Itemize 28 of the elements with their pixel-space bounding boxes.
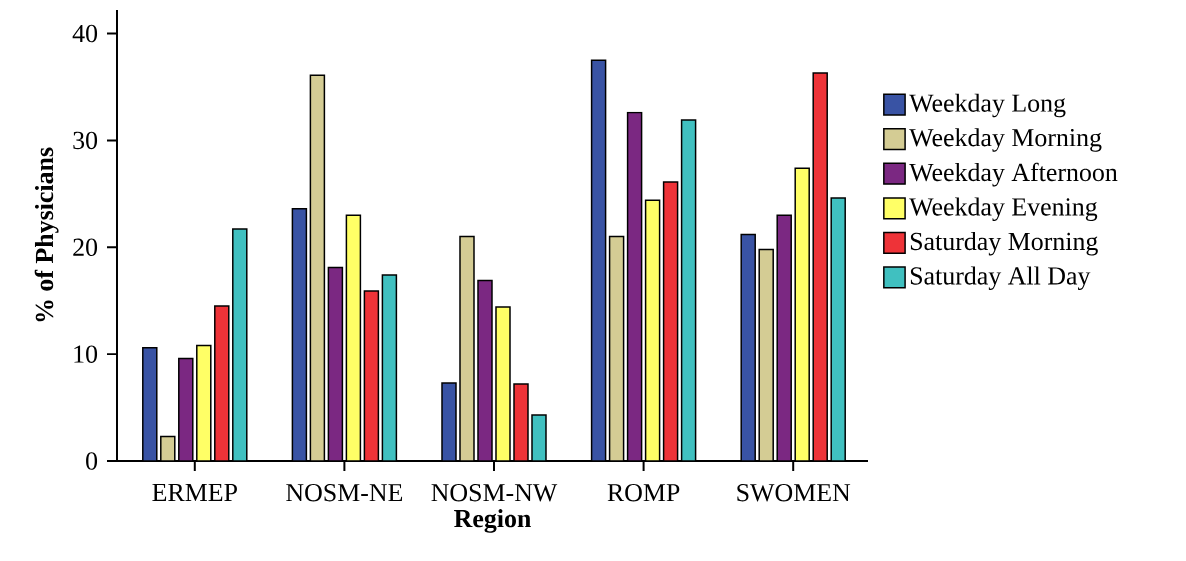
y-tick-label: 20 bbox=[73, 238, 98, 256]
legend-label: Saturday All Day bbox=[910, 266, 1091, 290]
y-tick-label: 30 bbox=[73, 131, 98, 150]
bar bbox=[309, 74, 326, 461]
bar bbox=[291, 208, 308, 461]
bar bbox=[680, 119, 697, 461]
legend-label: Saturday Morning bbox=[910, 231, 1098, 256]
legend-label: Weekday Morning bbox=[909, 128, 1102, 152]
x-axis-title: Region bbox=[454, 509, 531, 533]
legend-label: Weekday Evening bbox=[909, 197, 1098, 221]
x-tick-label: NOSM-NE bbox=[286, 483, 403, 502]
bar bbox=[381, 274, 398, 461]
x-tick-label: SWOMEN bbox=[737, 483, 851, 502]
x-tick-label: ERMEP bbox=[152, 483, 237, 501]
bar bbox=[327, 266, 344, 461]
bar bbox=[644, 199, 661, 461]
y-tick-label: 0 bbox=[86, 452, 98, 470]
y-axis-title: % of Physicians bbox=[34, 147, 59, 322]
x-tick-label: NOSM-NW bbox=[431, 483, 558, 502]
bar bbox=[608, 235, 625, 461]
bar bbox=[345, 214, 362, 461]
legend-label: Weekday Long bbox=[909, 93, 1066, 118]
y-tick-label: 40 bbox=[72, 24, 98, 43]
bar bbox=[590, 59, 607, 461]
bar bbox=[626, 111, 643, 461]
y-tick-label: 10 bbox=[74, 345, 98, 363]
x-tick-label: ROMP bbox=[607, 483, 680, 502]
legend-label: Weekday Afternoon bbox=[909, 162, 1118, 187]
